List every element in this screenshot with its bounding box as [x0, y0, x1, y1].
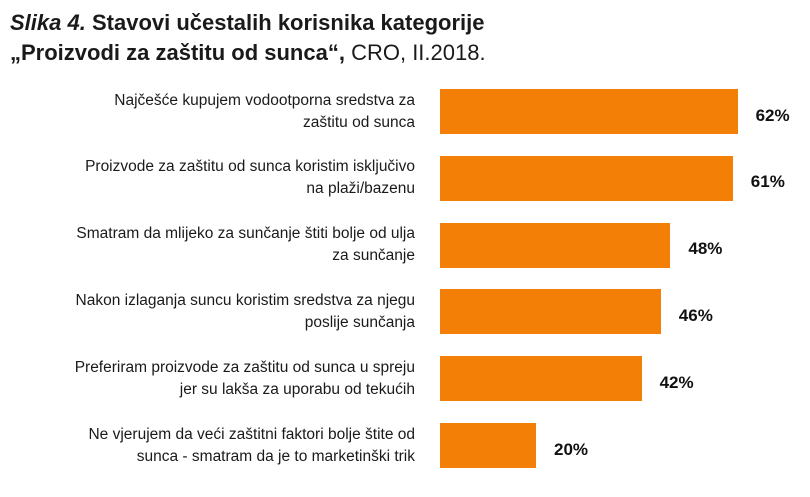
- category-label-line: Nakon izlaganja suncu koristim sredstva …: [75, 291, 415, 309]
- category-label-line: Preferiram proizvode za zaštitu od sunca…: [74, 358, 415, 376]
- value-label: 46%: [678, 305, 713, 325]
- title-line-2: „Proizvodi za zaštitu od sunca“, CRO, II…: [10, 38, 800, 68]
- category-label-line: Proizvode za zaštitu od sunca koristim i…: [85, 158, 415, 176]
- bar: [440, 356, 642, 402]
- category-label: Preferiram proizvode za zaštitu od sunca…: [10, 357, 415, 401]
- value-label: 48%: [688, 239, 723, 259]
- category-label-line: jer su lakša za uporabu od tekućih: [179, 380, 415, 398]
- category-label: Najčešće kupujem vodootporna sredstva za…: [10, 90, 415, 134]
- category-label-line: poslije sunčanja: [304, 313, 415, 331]
- bar: [440, 89, 738, 134]
- bar: [440, 423, 536, 468]
- bar: [440, 155, 733, 201]
- title-text-2: „Proizvodi za zaštitu od sunca“,: [10, 40, 345, 65]
- category-label-line: za sunčanje: [332, 247, 415, 265]
- value-label: 62%: [755, 105, 790, 125]
- category-label: Proizvode za zaštitu od sunca koristim i…: [10, 156, 415, 200]
- chart-title: Slika 4. Stavovi učestalih korisnika kat…: [10, 8, 800, 68]
- category-label-line: Ne vjerujem da veći zaštitni faktori bol…: [88, 425, 415, 443]
- title-text-1: Stavovi učestalih korisnika kategorije: [91, 10, 485, 35]
- category-label-line: Najčešće kupujem vodootporna sredstva za: [114, 91, 415, 109]
- value-label: 61%: [750, 172, 785, 192]
- value-label: 20%: [554, 439, 589, 459]
- category-label-line: Smatram da mlijeko za sunčanje štiti bol…: [76, 225, 415, 243]
- category-label: Ne vjerujem da veći zaštitni faktori bol…: [10, 424, 415, 468]
- bar: [440, 222, 671, 268]
- value-label: 42%: [659, 372, 694, 392]
- category-label: Nakon izlaganja suncu koristim sredstva …: [10, 290, 415, 334]
- title-line-1: Slika 4. Stavovi učestalih korisnika kat…: [10, 8, 800, 38]
- title-suffix: CRO, II.2018.: [351, 40, 486, 65]
- bar: [440, 289, 661, 335]
- category-label: Smatram da mlijeko za sunčanje štiti bol…: [10, 223, 415, 267]
- category-label-line: zaštitu od sunca: [302, 113, 415, 131]
- figure-label: Slika 4.: [10, 10, 86, 35]
- category-label-line: sunca - smatram da je to marketinški tri…: [136, 447, 415, 465]
- category-label-line: na plaži/bazenu: [306, 180, 415, 198]
